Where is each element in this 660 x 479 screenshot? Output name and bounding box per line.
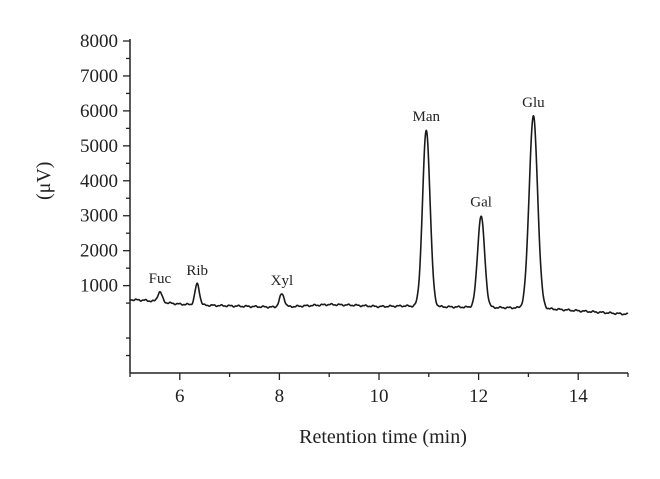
y-tick-label: 3000 <box>80 206 118 227</box>
y-tick-label: 5000 <box>80 136 118 157</box>
peak-label-glu: Glu <box>522 95 545 111</box>
y-tick-label: 6000 <box>80 101 118 122</box>
peak-labels: Fuc Rib Xyl Man Gal Glu <box>149 95 546 289</box>
peak-label-man: Man <box>413 109 441 125</box>
peak-label-fuc: Fuc <box>149 271 172 287</box>
y-tick-label: 4000 <box>80 171 118 192</box>
y-axis-label: (μV) <box>33 162 55 201</box>
x-axis-ticks: 6 8 10 12 14 <box>129 373 629 407</box>
peak-label-gal: Gal <box>470 195 492 211</box>
chromatogram-trace <box>129 114 629 316</box>
x-tick-label: 8 <box>275 386 285 407</box>
peak-label-xyl: Xyl <box>271 273 294 289</box>
x-tick-label: 6 <box>175 386 185 407</box>
y-tick-label: 7000 <box>80 66 118 87</box>
axes <box>129 39 628 374</box>
x-tick-label: 10 <box>370 386 389 407</box>
y-tick-label: 8000 <box>80 31 118 52</box>
y-tick-label: 2000 <box>80 241 118 262</box>
x-tick-label: 14 <box>569 386 589 407</box>
peak-label-rib: Rib <box>186 263 208 279</box>
y-tick-label: 1000 <box>80 276 118 297</box>
y-axis-ticks: 1000 2000 3000 4000 5000 6000 7000 8000 <box>80 31 130 357</box>
x-axis-label: Retention time (min) <box>299 426 467 448</box>
x-tick-label: 12 <box>469 386 488 407</box>
